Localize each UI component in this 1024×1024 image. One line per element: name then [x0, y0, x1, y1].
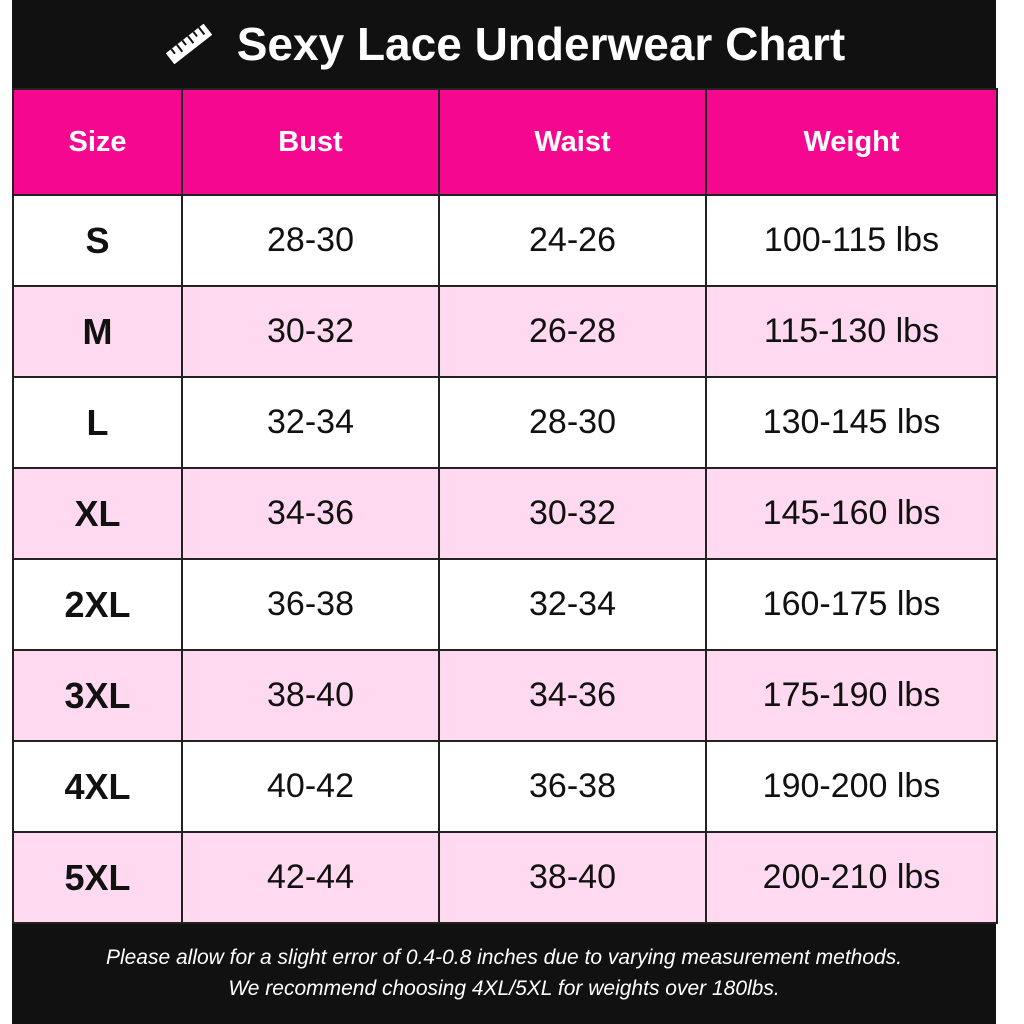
- table-cell: 38-40: [438, 831, 707, 924]
- table-cell: 145-160 lbs: [705, 467, 998, 560]
- column-header: Waist: [438, 88, 707, 196]
- title: Sexy Lace Underwear Chart: [236, 18, 846, 70]
- table-cell: 28-30: [181, 194, 440, 287]
- table-cell: 30-32: [438, 467, 707, 560]
- table-cell: 36-38: [438, 740, 707, 833]
- column-header: Bust: [181, 88, 440, 196]
- table-cell: 34-36: [181, 467, 440, 560]
- size-table: Size Bust Waist Weight S 28-30 24-26 100-115 l…: [12, 88, 998, 924]
- size-cell: 4XL: [12, 740, 183, 833]
- column-header: Weight: [705, 88, 998, 196]
- table-cell: 38-40: [181, 649, 440, 742]
- table-cell: 200-210 lbs: [705, 831, 998, 924]
- table-row: L 32-34 28-30 130-145 lbs: [12, 376, 998, 469]
- table-cell: 28-30: [438, 376, 707, 469]
- table-cell: 34-36: [438, 649, 707, 742]
- table-row: 4XL 40-42 36-38 190-200 lbs: [12, 740, 998, 833]
- table-cell: 36-38: [181, 558, 440, 651]
- table-cell: 190-200 lbs: [705, 740, 998, 833]
- table-row: 2XL 36-38 32-34 160-175 lbs: [12, 558, 998, 651]
- size-chart: Sexy Lace Underwear Chart Size Bust Waist W…: [12, 0, 998, 1024]
- size-cell: S: [12, 194, 183, 287]
- size-cell: 3XL: [12, 649, 183, 742]
- table-cell: 115-130 lbs: [705, 285, 998, 378]
- table-cell: 32-34: [438, 558, 707, 651]
- table-row: XL 34-36 30-32 145-160 lbs: [12, 467, 998, 560]
- ruler-icon: [165, 24, 212, 64]
- table-cell: 130-145 lbs: [705, 376, 998, 469]
- size-cell: M: [12, 285, 183, 378]
- table-row: 3XL 38-40 34-36 175-190 lbs: [12, 649, 998, 742]
- column-header: Size: [12, 88, 183, 196]
- table-cell: 24-26: [438, 194, 707, 287]
- table-row: S 28-30 24-26 100-115 lbs: [12, 194, 998, 287]
- size-cell: XL: [12, 467, 183, 560]
- table-cell: 26-28: [438, 285, 707, 378]
- title-bar: Sexy Lace Underwear Chart: [12, 0, 996, 88]
- table-cell: 32-34: [181, 376, 440, 469]
- table-cell: 160-175 lbs: [705, 558, 998, 651]
- footer: Please allow for a slight error of 0.4-0…: [12, 942, 996, 1004]
- table-cell: 40-42: [181, 740, 440, 833]
- table-cell: 42-44: [181, 831, 440, 924]
- table-cell: 175-190 lbs: [705, 649, 998, 742]
- table-row: M 30-32 26-28 115-130 lbs: [12, 285, 998, 378]
- size-cell: 5XL: [12, 831, 183, 924]
- table-cell: 100-115 lbs: [705, 194, 998, 287]
- table-body: S 28-30 24-26 100-115 lbs M 30-32 26-28 115-130…: [12, 194, 998, 924]
- footer-note: Please allow for a slight error of 0.4-0…: [105, 946, 903, 969]
- size-cell: L: [12, 376, 183, 469]
- size-cell: 2XL: [12, 558, 183, 651]
- footer-note: We recommend choosing 4XL/5XL for weight…: [228, 977, 780, 1000]
- table-row: 5XL 42-44 38-40 200-210 lbs: [12, 831, 998, 924]
- table-cell: 30-32: [181, 285, 440, 378]
- header-row: Size Bust Waist Weight: [12, 88, 998, 196]
